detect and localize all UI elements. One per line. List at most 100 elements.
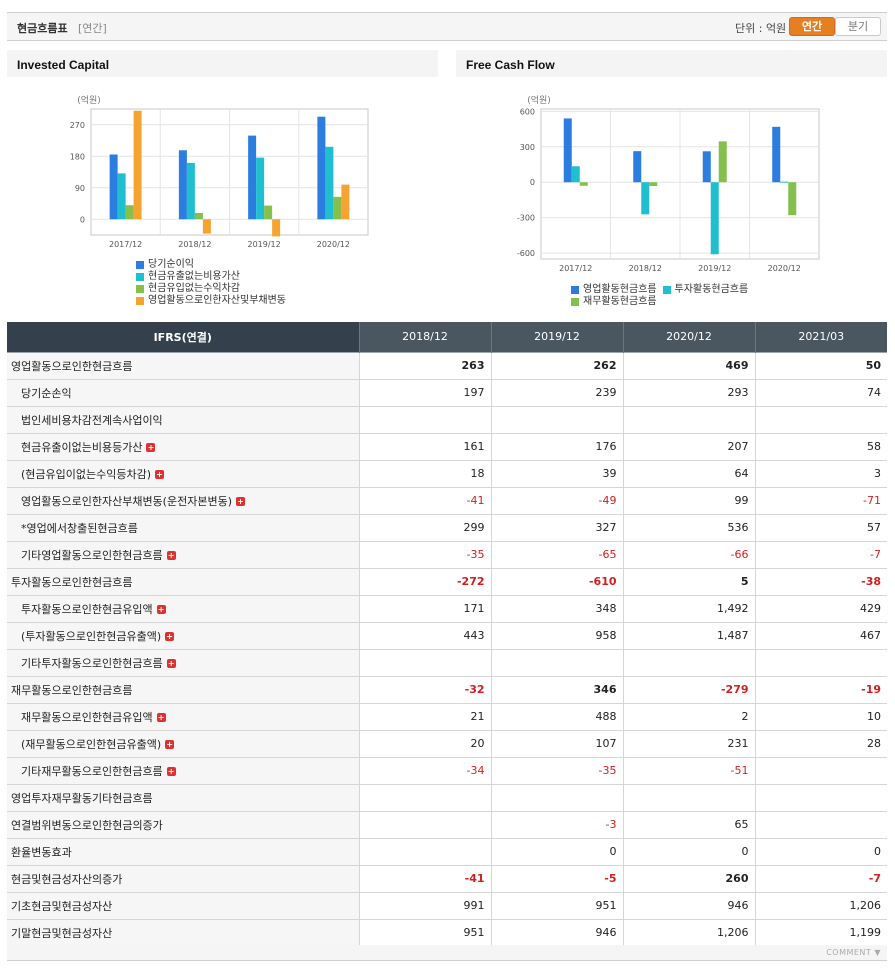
- expand-icon[interactable]: +: [166, 550, 176, 560]
- table-cell: 536: [622, 514, 755, 542]
- row-label: 투자활동으로인한현금유입액 +: [7, 595, 359, 623]
- table-cell: 946: [490, 919, 623, 947]
- table-cell: 260: [622, 865, 755, 893]
- table-row: 환율변동효과 0 0 0: [7, 838, 887, 866]
- table-cell: [754, 784, 887, 812]
- row-label-text: 환율변동효과: [11, 845, 72, 859]
- table-cell: 1,487: [622, 622, 755, 650]
- expand-icon[interactable]: +: [165, 739, 175, 749]
- x-tick-label: 2019/12: [248, 240, 281, 249]
- table-cell: [622, 784, 755, 812]
- table-row: 현금유출이없는비용등가산 +161 176 207 58: [7, 433, 887, 461]
- bar: [125, 205, 134, 220]
- table-cell: 467: [754, 622, 887, 650]
- row-label: 기타재무활동으로인한현금흐름 +: [7, 757, 359, 785]
- bar: [202, 219, 211, 234]
- row-label: (투자활동으로인한현금유출액) +: [7, 622, 359, 650]
- bar: [256, 157, 265, 220]
- y-tick-label: 90: [75, 184, 85, 193]
- free-cash-flow-legend: 영업활동현금흐름 투자활동현금흐름 재무활동현금흐름: [571, 284, 748, 308]
- table-row: 투자활동으로인한현금흐름 -272 -610 5 -38: [7, 567, 887, 596]
- legend-row: 재무활동현금흐름: [571, 296, 748, 308]
- expand-icon[interactable]: +: [166, 766, 176, 776]
- table-cell: 1,199: [754, 919, 887, 947]
- table-cell: 64: [622, 460, 755, 488]
- legend-label: 현금유출없는비용가산: [148, 271, 240, 282]
- table-cell: -51: [622, 757, 755, 785]
- bar: [702, 151, 711, 183]
- bar: [710, 182, 719, 255]
- row-label-text: 재무활동으로인한현금흐름: [11, 683, 133, 697]
- expand-icon[interactable]: +: [156, 604, 166, 614]
- table-row: 기초현금및현금성자산 991 951 946 1,206: [7, 892, 887, 920]
- row-label-text: 현금및현금성자산의증가: [11, 872, 123, 886]
- bar: [248, 135, 257, 220]
- page-title: 현금흐름표: [17, 22, 68, 35]
- table-row: 영업활동으로인한현금흐름 263 262 469 50: [7, 351, 887, 380]
- expand-icon[interactable]: +: [235, 496, 245, 506]
- column-header: 2018/12: [358, 322, 491, 352]
- table-row: 재무활동으로인한현금흐름 -32 346 -279 -19: [7, 675, 887, 704]
- legend-item: 당기순이익: [136, 259, 286, 271]
- table-row: 당기순손익 197 239 293 74: [7, 379, 887, 407]
- table-cell: -19: [754, 675, 887, 704]
- table-cell: -65: [490, 541, 623, 569]
- row-label: 현금유출이없는비용등가산 +: [7, 433, 359, 461]
- row-label: 연결범위변동으로인한현금의증가: [7, 811, 359, 839]
- row-label-text: 기말현금및현금성자산: [11, 926, 113, 940]
- y-tick-label: 0: [80, 215, 85, 224]
- table-cell: -41: [358, 487, 491, 515]
- table-header-row: IFRS(연결) 2018/12 2019/12 2020/12 2021/03: [7, 322, 887, 352]
- bar: [194, 212, 203, 220]
- bar: [186, 162, 195, 220]
- legend-swatch: [662, 286, 671, 294]
- expand-icon[interactable]: +: [156, 712, 166, 722]
- table-cell: [490, 784, 623, 812]
- table-cell: [622, 649, 755, 677]
- expand-icon[interactable]: +: [166, 658, 176, 668]
- legend-swatch: [571, 286, 579, 294]
- statement-header-bar: 현금흐름표 [연간] 단위 : 억원 연간 분기: [7, 12, 887, 41]
- expand-icon[interactable]: +: [165, 631, 175, 641]
- table-cell: [358, 649, 491, 677]
- y-tick-label: 600: [520, 107, 535, 116]
- legend-label: 영업활동현금흐름: [583, 284, 657, 295]
- quarter-toggle-button[interactable]: 분기: [835, 17, 881, 36]
- legend-label: 영업활동으로인한자산및부채변동: [148, 295, 286, 306]
- bar: [780, 181, 789, 183]
- table-cell: 231: [622, 730, 755, 758]
- row-label: 영업활동으로인한자산부채변동(운전자본변동) +: [7, 487, 359, 515]
- table-cell: 10: [754, 703, 887, 731]
- annual-toggle-button[interactable]: 연간: [789, 17, 835, 36]
- table-row: (현금유입이없는수익등차감) +18 39 64 3: [7, 460, 887, 488]
- y-axis-unit-label: (억원): [527, 94, 551, 106]
- y-tick-label: -300: [517, 214, 535, 223]
- table-cell: 74: [754, 379, 887, 407]
- legend-label: 당기순이익: [148, 259, 194, 270]
- column-header: 2019/12: [490, 322, 623, 352]
- row-label-text: (투자활동으로인한현금유출액): [21, 629, 162, 643]
- row-label-text: 기타재무활동으로인한현금흐름: [21, 764, 163, 778]
- bar: [272, 219, 281, 237]
- legend-row: 영업활동현금흐름 투자활동현금흐름: [571, 284, 748, 296]
- legend-swatch: [136, 297, 144, 305]
- table-cell: 991: [358, 892, 491, 920]
- expand-icon[interactable]: +: [146, 442, 156, 452]
- table-cell: [358, 406, 491, 434]
- y-tick-label: 180: [70, 152, 85, 161]
- x-tick-label: 2017/12: [559, 264, 592, 273]
- row-label: (현금유입이없는수익등차감) +: [7, 460, 359, 488]
- table-row: 현금및현금성자산의증가 -41 -5 260 -7: [7, 865, 887, 893]
- comment-toggle[interactable]: COMMENT ▼: [826, 948, 881, 957]
- table-cell: 2: [622, 703, 755, 731]
- expand-icon[interactable]: +: [155, 469, 165, 479]
- bar: [641, 182, 650, 215]
- row-label-text: 영업활동으로인한자산부채변동(운전자본변동): [21, 494, 232, 508]
- table-cell: -71: [754, 487, 887, 515]
- x-tick-label: 2019/12: [698, 264, 731, 273]
- row-label-text: (현금유입이없는수익등차감): [21, 467, 152, 481]
- row-label: *영업에서창출된현금흐름: [7, 514, 359, 542]
- table-cell: -35: [358, 541, 491, 569]
- table-cell: [358, 784, 491, 812]
- bar: [117, 173, 126, 220]
